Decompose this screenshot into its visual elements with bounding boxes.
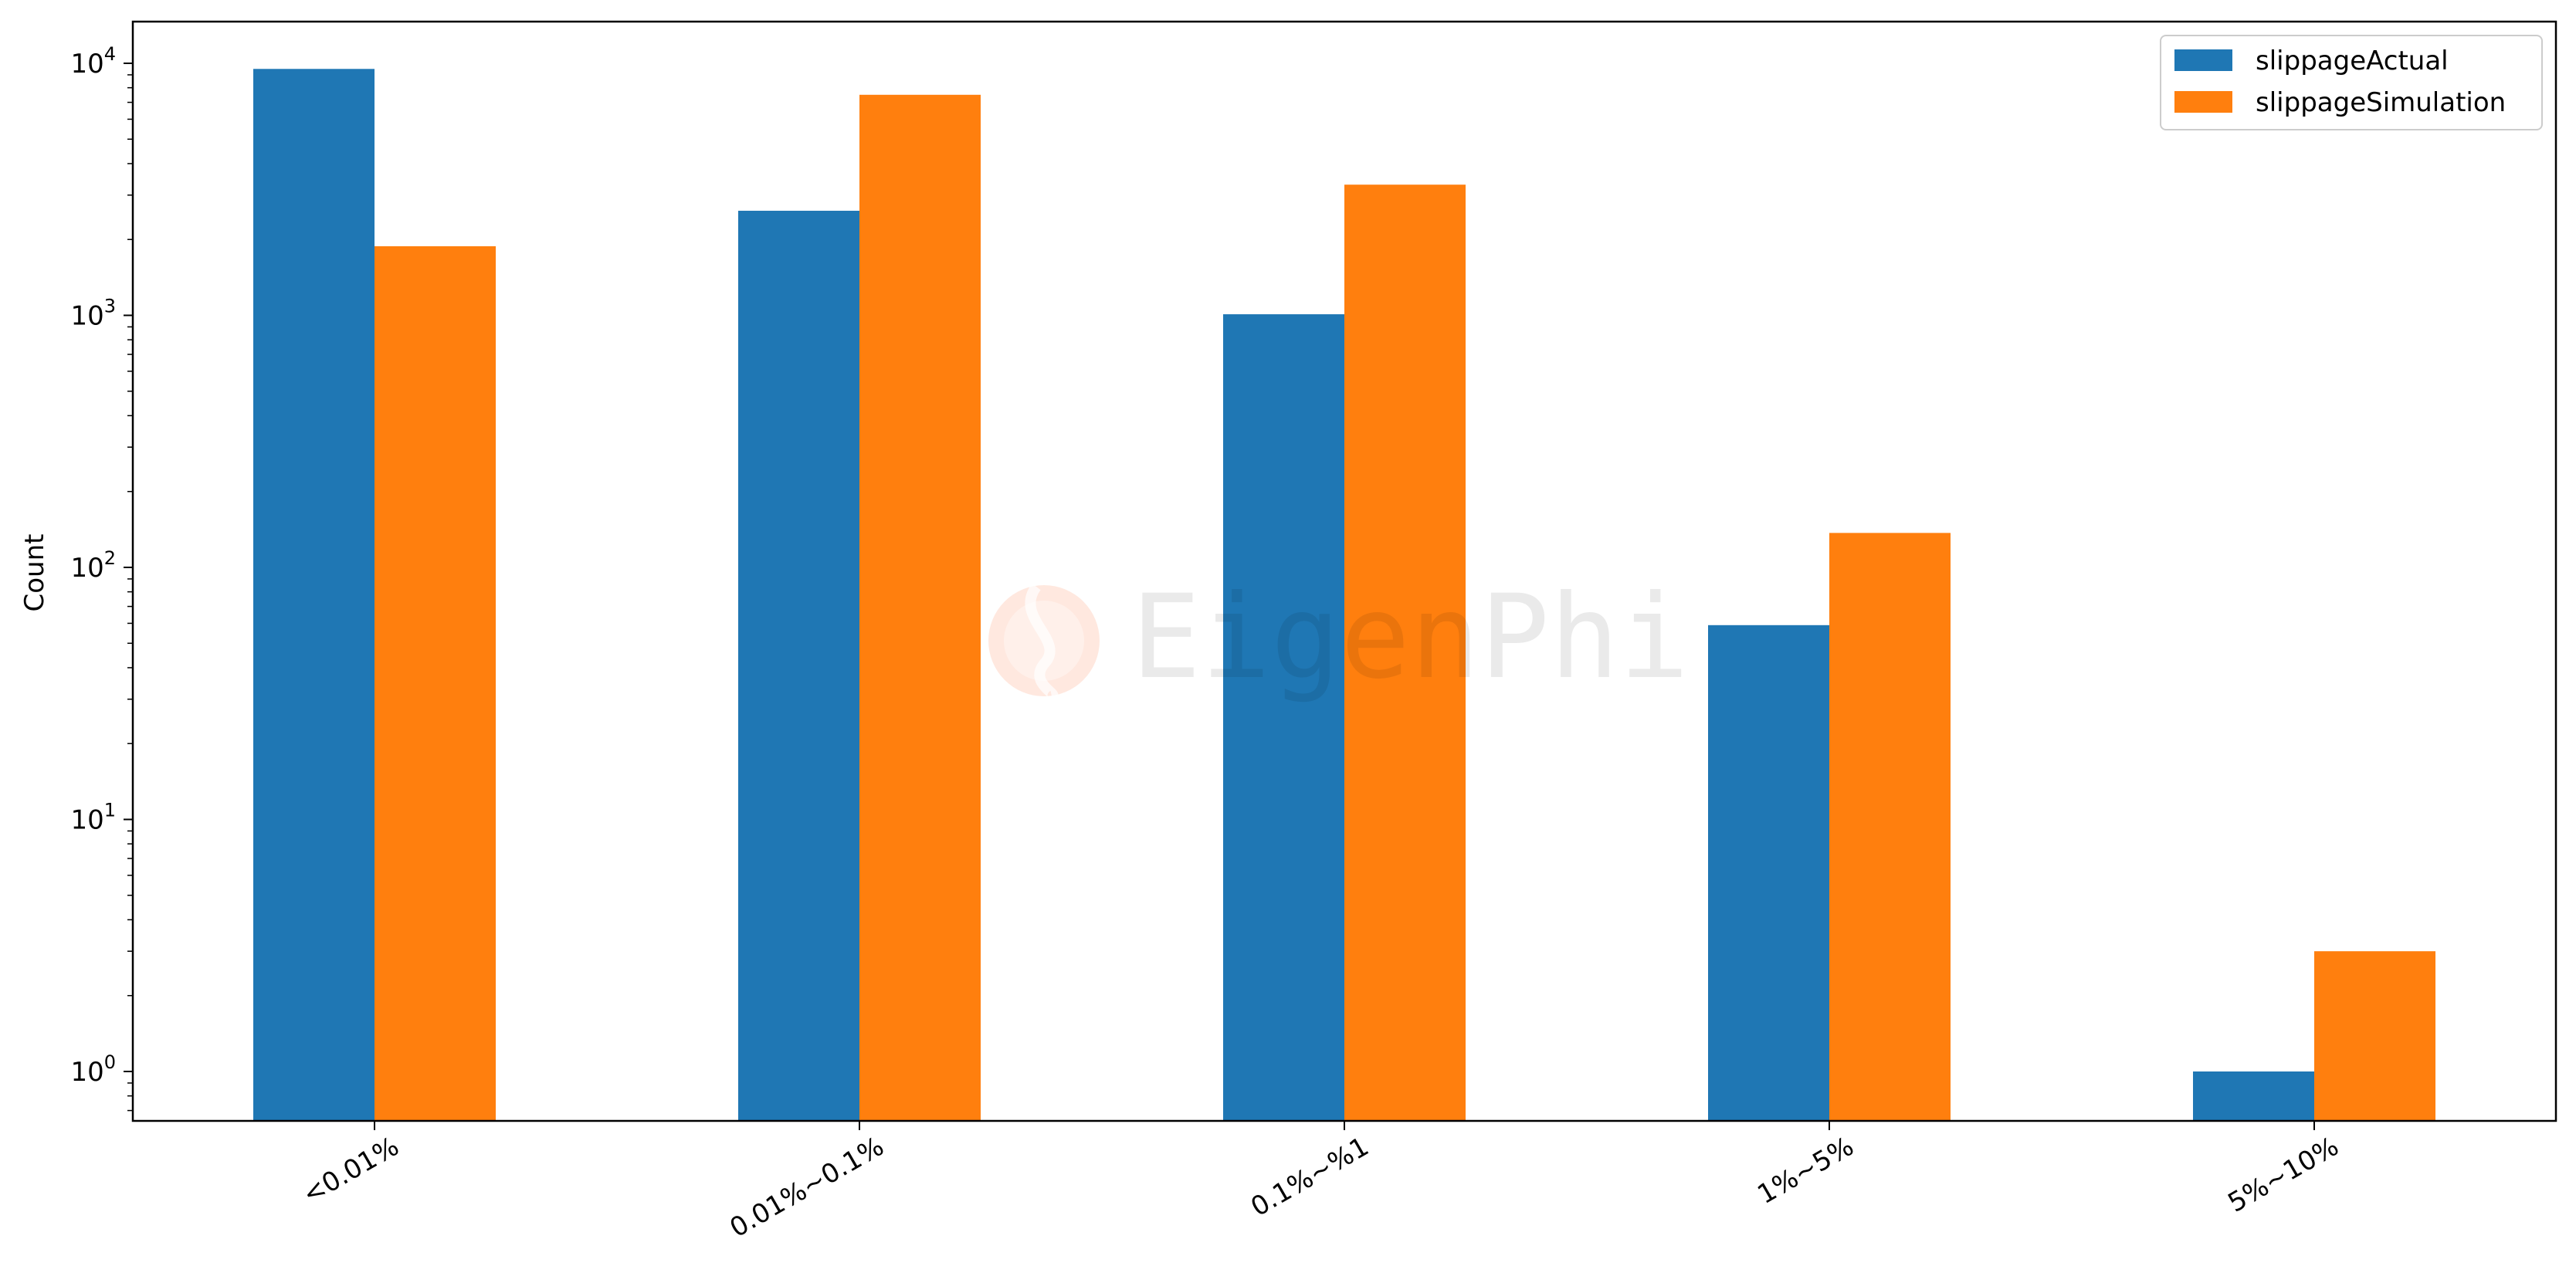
bar-slippage-simulation-0 [375,245,496,1122]
bars-layer [253,69,2435,1122]
y-tick-label: 100 [70,1051,116,1088]
watermark-text: EigenPhi [1131,570,1689,705]
bar-slippage-actual-1 [738,211,859,1121]
watermark: EigenPhi [988,570,1689,705]
legend-swatch-slippage-simulation [2174,91,2232,113]
legend-swatch-slippage-actual [2174,49,2232,71]
bar-slippage-simulation-2 [1344,184,1466,1121]
legend: slippageActual slippageSimulation [2160,35,2543,130]
x-axis-ticks: <0.01% 0.01%~0.1% 0.1%~%1 1%~5% 5%~10% [297,1121,2344,1244]
y-tick-label: 102 [70,547,116,584]
y-tick-label: 101 [70,800,116,836]
x-tick-label: <0.01% [297,1131,404,1210]
legend-box [2160,35,2543,130]
y-tick-label: 104 [70,43,116,80]
bar-slippage-simulation-1 [859,94,981,1122]
legend-label-slippage-actual: slippageActual [2256,46,2449,76]
plot-frame [131,20,2557,1122]
bar-slippage-actual-0 [253,69,375,1122]
eigenphi-logo-icon [988,583,1100,702]
x-tick-label: 1%~5% [1752,1131,1859,1210]
x-tick-label: 5%~10% [2223,1131,2344,1219]
y-axis-ticks: 100 101 102 103 104 [70,43,133,1112]
y-tick-label: 103 [70,296,116,332]
bar-slippage-simulation-3 [1829,533,1951,1121]
legend-label-slippage-simulation: slippageSimulation [2256,87,2506,118]
x-tick-label: 0.1%~%1 [1246,1131,1374,1223]
y-axis-title: Count [19,534,50,612]
bar-slippage-actual-4 [2193,1071,2314,1121]
x-tick-label: 0.01%~0.1% [724,1131,889,1244]
bar-slippage-actual-3 [1708,625,1829,1121]
bar-slippage-actual-2 [1223,314,1344,1121]
bar-slippage-simulation-4 [2314,951,2435,1121]
